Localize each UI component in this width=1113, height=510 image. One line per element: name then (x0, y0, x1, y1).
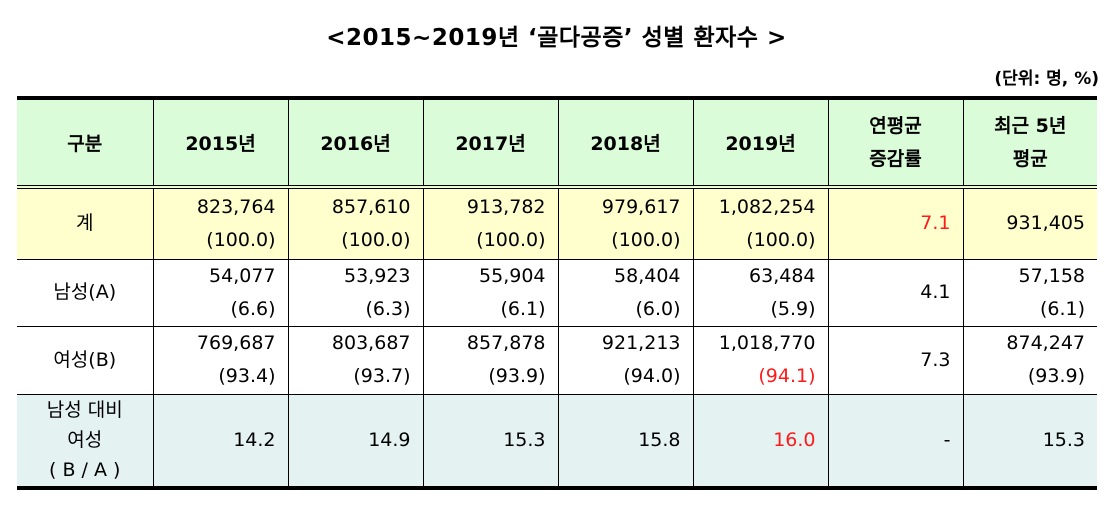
count-value: 1,082,254 (718, 195, 816, 218)
percent-value: (5.9) (770, 297, 816, 320)
avg-cell: 874,247 (93.9) (962, 325, 1097, 395)
percent-value: (100.0) (341, 228, 411, 251)
ratio-cell: 16.0 (692, 393, 829, 490)
count-cell: 53,923 (6.3) (287, 258, 424, 327)
avg-value: 931,405 (1006, 212, 1085, 235)
count-cell: 55,904 (6.1) (422, 258, 559, 327)
count-value: 857,610 (331, 195, 411, 218)
avg-cell: 57,158 (6.1) (962, 258, 1097, 327)
patients-by-sex-table: 구분 2015년 2016년 2017년 2018년 2019년 연평균 증감률 … (17, 96, 1097, 490)
count-cell: 913,782 (100.0) (422, 186, 559, 260)
row-label: 여성(B) (17, 325, 154, 395)
count-value: 913,782 (466, 195, 546, 218)
count-value: 857,878 (466, 332, 546, 354)
avg-percent: (93.9) (1027, 365, 1085, 387)
header-year: 2017년 (422, 96, 559, 189)
percent-value: (100.0) (746, 228, 816, 251)
percent-value: (100.0) (476, 228, 546, 251)
header-cagr-line2: 증감률 (869, 147, 922, 170)
count-cell: 54,077 (6.6) (152, 258, 289, 327)
count-cell: 979,617 (100.0) (557, 186, 694, 260)
count-cell: 769,687 (93.4) (152, 325, 289, 395)
avg-percent: (6.1) (1039, 297, 1085, 320)
header-category: 구분 (17, 96, 154, 189)
header-year: 2019년 (692, 96, 829, 189)
header-year: 2018년 (557, 96, 694, 189)
count-cell: 63,484 (5.9) (692, 258, 829, 327)
unit-label: (단위: 명, %) (994, 69, 1099, 89)
count-value: 823,764 (196, 195, 276, 218)
ratio-cell: 15.3 (422, 393, 559, 490)
header-year: 2016년 (287, 96, 424, 189)
count-value: 54,077 (209, 264, 276, 287)
count-cell: 1,082,254 (100.0) (692, 186, 829, 260)
count-cell: 1,018,770 (94.1) (692, 325, 829, 395)
ratio-label-line1: 남성 대비 (46, 399, 123, 422)
percent-value: (6.6) (230, 297, 276, 320)
avg-cell: 931,405 (962, 186, 1097, 260)
count-cell: 921,213 (94.0) (557, 325, 694, 395)
percent-value: (94.0) (623, 365, 681, 387)
count-value: 921,213 (601, 332, 681, 354)
count-value: 58,404 (614, 264, 681, 287)
count-cell: 823,764 (100.0) (152, 186, 289, 260)
ratio-cell: 15.8 (557, 393, 694, 490)
header-year: 2015년 (152, 96, 289, 189)
ratio-cagr: - (827, 393, 964, 490)
ratio-cell: 14.9 (287, 393, 424, 490)
count-value: 53,923 (344, 264, 411, 287)
count-value: 769,687 (196, 332, 276, 354)
count-cell: 803,687 (93.7) (287, 325, 424, 395)
percent-value: (6.3) (365, 297, 411, 320)
count-value: 1,018,770 (718, 332, 816, 354)
percent-value: (100.0) (611, 228, 681, 251)
ratio-cell: 14.2 (152, 393, 289, 490)
header-cagr-line1: 연평균 (869, 114, 922, 137)
percent-value: (94.1) (758, 365, 816, 387)
count-value: 55,904 (479, 264, 546, 287)
table-row-female: 여성(B) 769,687 (93.4) 803,687 (93.7) 857,878 (9… (17, 325, 1097, 395)
avg-value: 874,247 (1006, 332, 1085, 354)
percent-value: (93.4) (218, 365, 276, 387)
percent-value: (6.0) (635, 297, 681, 320)
count-value: 63,484 (749, 264, 816, 287)
row-label: 남성(A) (17, 258, 154, 327)
table-row-male: 남성(A) 54,077 (6.6) 53,923 (6.3) 55,904 (6.1) 58… (17, 258, 1097, 327)
ratio-label-line3: ( B / A ) (49, 459, 121, 482)
count-cell: 857,610 (100.0) (287, 186, 424, 260)
table-row-total: 계 823,764 (100.0) 857,610 (100.0) 913,782 (100… (17, 186, 1097, 260)
cagr-cell: 7.3 (827, 325, 964, 395)
header-avg-line1: 최근 5년 (994, 114, 1067, 137)
count-value: 979,617 (601, 195, 681, 218)
cagr-cell: 7.1 (827, 186, 964, 260)
header-avg-line2: 평균 (1012, 147, 1048, 170)
count-value: 803,687 (331, 332, 411, 354)
cagr-cell: 4.1 (827, 258, 964, 327)
percent-value: (93.9) (488, 365, 546, 387)
count-cell: 857,878 (93.9) (422, 325, 559, 395)
percent-value: (93.7) (353, 365, 411, 387)
ratio-avg: 15.3 (962, 393, 1097, 490)
avg-value: 57,158 (1018, 264, 1085, 287)
percent-value: (100.0) (206, 228, 276, 251)
count-cell: 58,404 (6.0) (557, 258, 694, 327)
header-row: 구분 2015년 2016년 2017년 2018년 2019년 연평균 증감률 … (17, 96, 1097, 189)
page-title: <2015~2019년 ‘골다공증’ 성별 환자수 > (326, 25, 787, 51)
row-label: 계 (17, 186, 154, 260)
percent-value: (6.1) (500, 297, 546, 320)
ratio-label-line2: 여성 (67, 429, 103, 452)
